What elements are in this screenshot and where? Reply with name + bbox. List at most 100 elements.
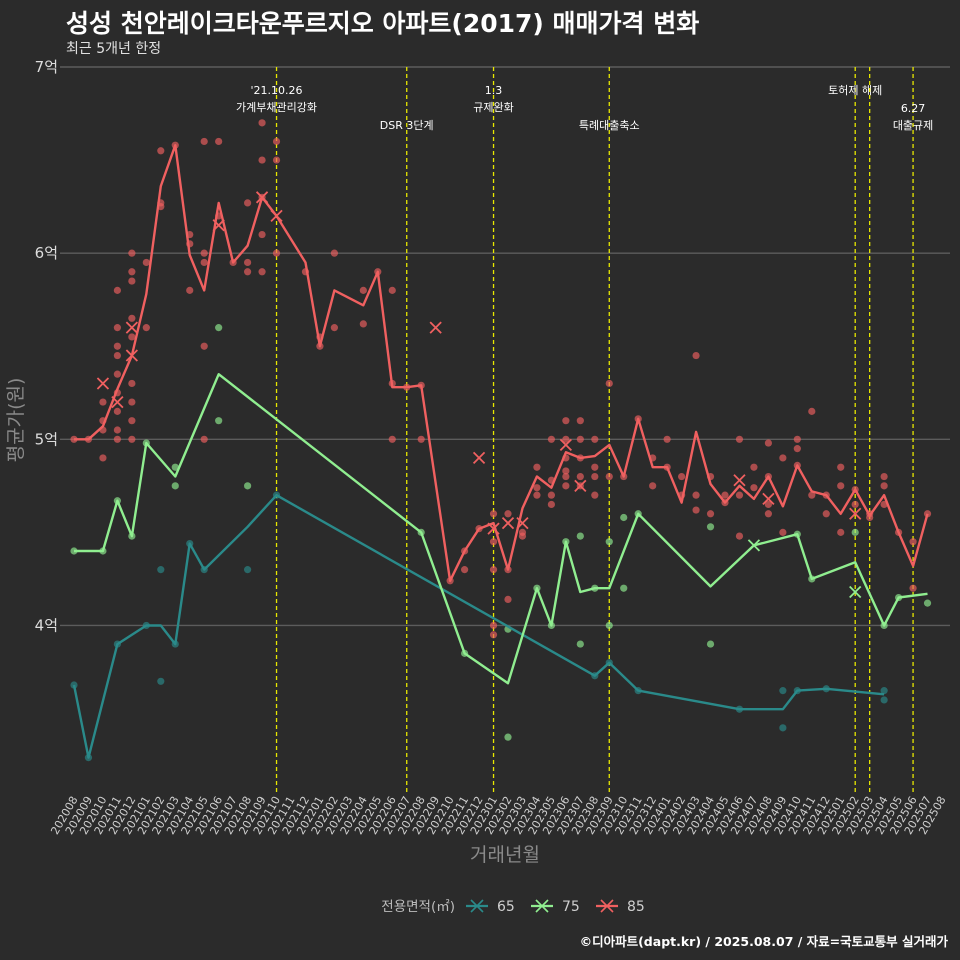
scatter-point-85 [735, 491, 744, 499]
scatter-point-85 [244, 268, 252, 276]
scatter-point-85 [113, 435, 121, 443]
scatter-point-85 [113, 324, 121, 332]
scatter-point-85 [200, 258, 208, 267]
x-marker-85 [125, 349, 139, 362]
scatter-point-85 [272, 249, 281, 257]
scatter-point-85 [764, 500, 773, 509]
x-marker-85 [96, 377, 110, 390]
scatter-point-75 [215, 324, 223, 332]
scatter-point-85 [533, 491, 541, 499]
scatter-point-85 [923, 510, 932, 518]
scatter-point-85 [330, 324, 338, 332]
scatter-point-85 [692, 351, 700, 360]
event-label: 1.3 [485, 84, 503, 97]
scatter-point-65 [157, 566, 165, 574]
series-line-85 [74, 144, 929, 582]
scatter-point-85 [504, 510, 512, 518]
scatter-point-85 [113, 351, 121, 360]
scatter-point-85 [200, 249, 208, 257]
scatter-point-85 [388, 435, 396, 443]
event-label: 토허제 해제 [828, 83, 882, 97]
scatter-point-85 [562, 417, 570, 425]
scatter-point-85 [244, 199, 252, 207]
event-label: DSR 3단계 [380, 119, 434, 132]
scatter-point-85 [779, 454, 787, 462]
scatter-point-85 [591, 472, 599, 481]
event-label: 특례대출축소 [579, 119, 640, 132]
scatter-point-85 [605, 472, 613, 481]
scatter-point-85 [591, 491, 599, 499]
legend-swatch-x [470, 899, 484, 913]
scatter-point-75 [244, 482, 252, 490]
scatter-point-85 [649, 482, 657, 490]
scatter-point-85 [504, 595, 512, 604]
scatter-point-85 [113, 286, 121, 294]
scatter-point-85 [157, 147, 165, 155]
scatter-point-85 [272, 156, 281, 164]
scatter-point-85 [837, 482, 845, 490]
scatter-point-85 [200, 137, 208, 146]
scatter-point-85 [128, 398, 136, 406]
scatter-point-85 [489, 566, 498, 574]
scatter-point-85 [461, 566, 469, 574]
x-marker-75 [849, 585, 862, 599]
source-caption: ©디아파트(dapt.kr) / 2025.08.07 / 자료=국토교통부 실… [579, 934, 948, 949]
scatter-point-85 [576, 417, 584, 425]
chart-title: 성성 천안레이크타운푸르지오 아파트(2017) 매매가격 변화 [66, 9, 700, 38]
y-tick-label: 6억 [35, 244, 58, 262]
scatter-point-85 [735, 435, 744, 443]
scatter-point-85 [244, 258, 252, 267]
event-label: 6.27 [901, 102, 926, 115]
scatter-point-85 [721, 491, 729, 499]
scatter-point-85 [417, 435, 425, 443]
scatter-point-85 [359, 320, 367, 328]
scatter-point-85 [547, 491, 556, 499]
scatter-point-85 [128, 417, 136, 425]
scatter-point-85 [750, 463, 758, 471]
legend-swatch-x [535, 899, 549, 913]
scatter-point-75 [504, 733, 512, 741]
scatter-point-75 [576, 640, 584, 648]
scatter-point-85 [258, 268, 266, 276]
event-label: 가계부채관리강화 [236, 101, 317, 114]
scatter-point-75 [605, 538, 613, 546]
scatter-point-85 [837, 528, 845, 536]
scatter-point-85 [489, 621, 498, 630]
scatter-point-85 [808, 491, 816, 499]
scatter-point-85 [113, 426, 121, 434]
scatter-point-85 [591, 463, 599, 471]
scatter-point-85 [822, 510, 830, 518]
scatter-point-85 [793, 435, 801, 443]
scatter-point-85 [909, 584, 917, 592]
scatter-point-85 [113, 342, 121, 350]
x-marker-85 [733, 474, 746, 487]
scatter-point-85 [779, 528, 787, 536]
scatter-point-85 [359, 286, 367, 294]
scatter-point-85 [142, 258, 150, 267]
scatter-point-75 [605, 621, 613, 630]
scatter-point-75 [851, 528, 859, 536]
x-axis-title: 거래년월 [470, 844, 540, 866]
x-marker-85 [111, 395, 124, 409]
scatter-point-65 [157, 677, 165, 685]
x-marker-85 [212, 219, 225, 232]
y-tick-label: 7억 [35, 58, 58, 76]
scatter-point-85 [388, 286, 396, 294]
scatter-point-85 [547, 500, 556, 509]
scatter-point-85 [186, 286, 194, 294]
scatter-point-85 [200, 435, 208, 443]
scatter-point-85 [880, 482, 888, 490]
scatter-point-65 [880, 687, 888, 695]
legend-item-label: 75 [562, 899, 580, 915]
scatter-point-65 [244, 566, 252, 574]
scatter-point-85 [880, 472, 888, 481]
scatter-point-85 [128, 435, 136, 443]
scatter-point-85 [808, 407, 816, 415]
scatter-point-65 [880, 696, 888, 704]
scatter-point-75 [215, 417, 223, 425]
scatter-point-85 [258, 156, 266, 164]
scatter-point-85 [128, 314, 136, 322]
x-marker-85 [762, 492, 775, 506]
scatter-point-65 [779, 687, 787, 695]
scatter-point-85 [142, 324, 150, 332]
